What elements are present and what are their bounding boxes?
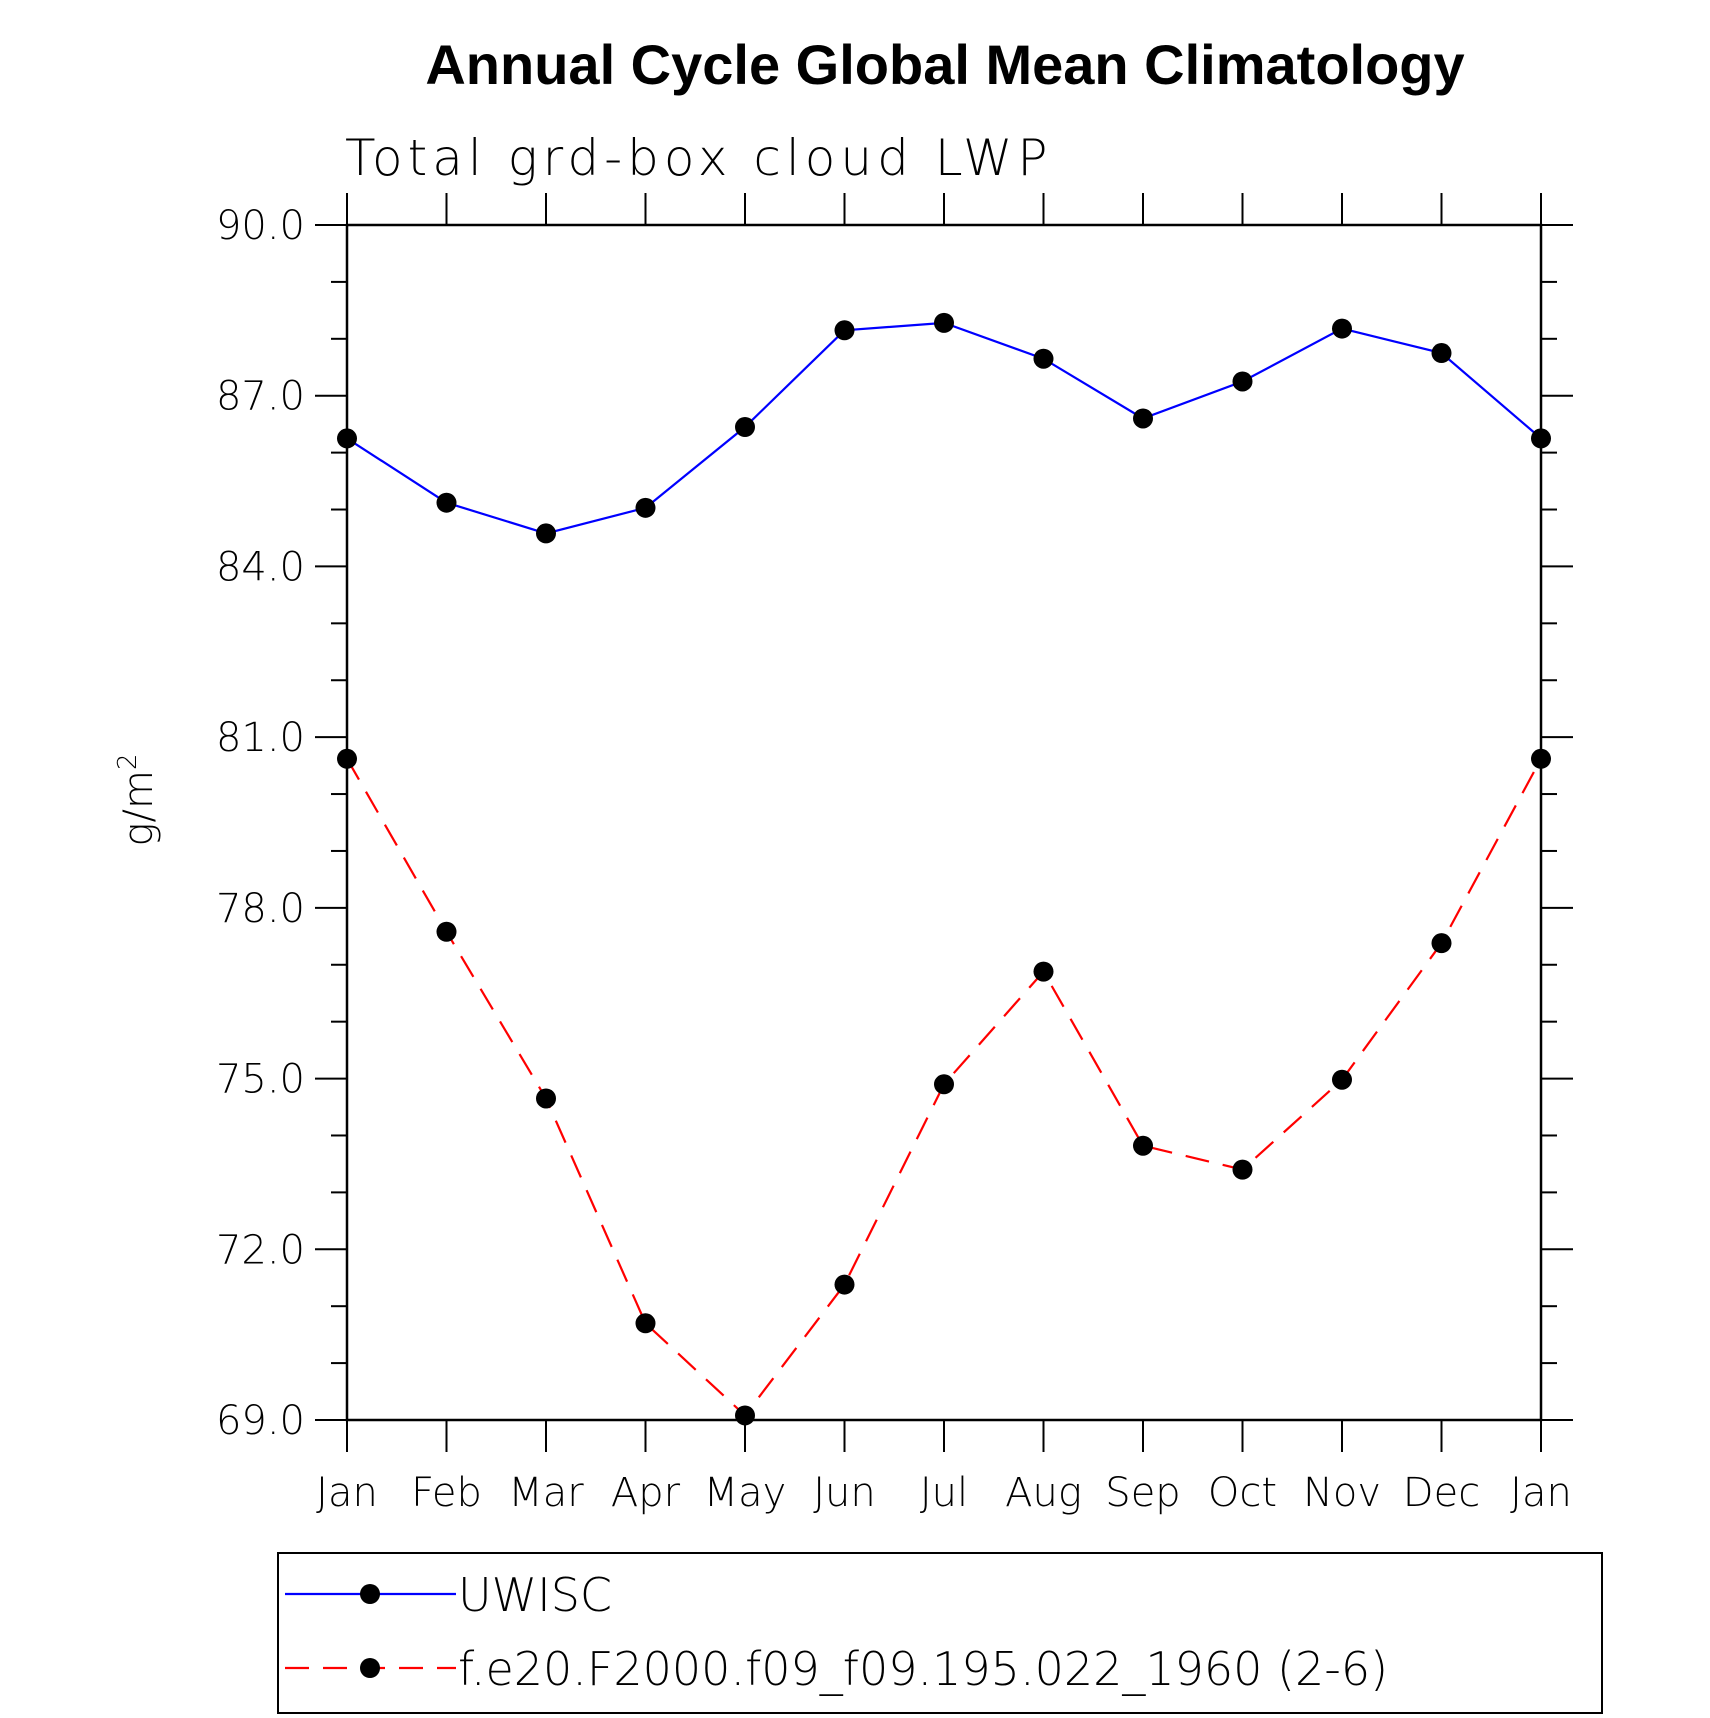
legend-label-1: UWISC [458,1568,612,1622]
series-line-1 [346,321,1542,535]
x-tick-label: Sep [1105,1470,1180,1516]
data-point [934,1074,954,1095]
data-point [337,428,357,449]
data-point [735,1405,755,1426]
x-tick-label: Feb [411,1470,482,1516]
data-point [834,1274,855,1295]
y-tick-label: 87.0 [216,374,305,420]
x-tick-label: Jan [1510,1470,1572,1516]
y-tick-label: 72.0 [216,1227,305,1273]
data-point [1431,933,1452,954]
data-point [1431,343,1452,364]
data-point [1531,428,1551,449]
x-tick-label: Jul [920,1470,968,1516]
legend-label-2: f.e20.F2000.f09_f09.195.022_1960 (2-6) [458,1642,1388,1696]
data-point [834,320,855,341]
x-tick-label: Jun [813,1470,876,1516]
x-tick-label: Mar [508,1470,584,1516]
x-tick-label: May [704,1470,787,1516]
data-point [436,921,457,942]
y-axis-label: g/m2 [113,754,162,847]
legend: UWISC f.e20.F2000.f09_f09.195.022_1960 (2… [277,1552,1603,1714]
y-tick-label: 84.0 [216,544,305,590]
legend-marker [360,1584,380,1604]
data-point [1133,408,1153,429]
data-point [1133,1135,1153,1156]
data-point [1531,748,1551,769]
y-tick-label: 75.0 [216,1057,305,1103]
data-point [536,523,556,544]
legend-marker [360,1658,380,1678]
x-tick-label: Oct [1208,1470,1277,1516]
data-point [635,1313,656,1334]
x-tick-label: Nov [1303,1470,1381,1516]
x-tick-label: Apr [611,1470,681,1516]
data-point [536,1088,556,1109]
chart-title: Annual Cycle Global Mean Climatology [425,33,1464,96]
data-point [337,748,357,769]
y-tick-label: 81.0 [216,715,305,761]
y-axis-label-superscript: 2 [113,754,143,771]
y-tick-label: 90.0 [216,203,305,249]
chart-subtitle: Total grd-box cloud LWP [345,129,1053,187]
x-tick-label: Jan [316,1470,378,1516]
axes: 69.0 72.0 75.0 78.0 81.0 84.0 87.0 90.0 Jan Feb Ma… [216,193,1573,1516]
data-point [735,417,755,438]
plot-frame [345,223,1543,1422]
data-point [1332,318,1352,339]
data-point [1232,371,1253,392]
legend-box [277,1552,1603,1714]
data-point [1033,961,1054,982]
y-tick-label: 69.0 [216,1398,305,1444]
x-tick-label: Aug [1005,1470,1082,1516]
data-point [1033,348,1054,369]
series-group [337,312,1551,1426]
data-point [436,492,457,513]
y-tick-label: 78.0 [216,886,305,932]
data-point [1232,1159,1253,1180]
y-axis-label-base: g/m [116,770,162,846]
data-point [934,312,954,333]
data-point [1332,1069,1352,1090]
x-tick-label: Dec [1403,1470,1480,1516]
data-point [635,497,656,518]
